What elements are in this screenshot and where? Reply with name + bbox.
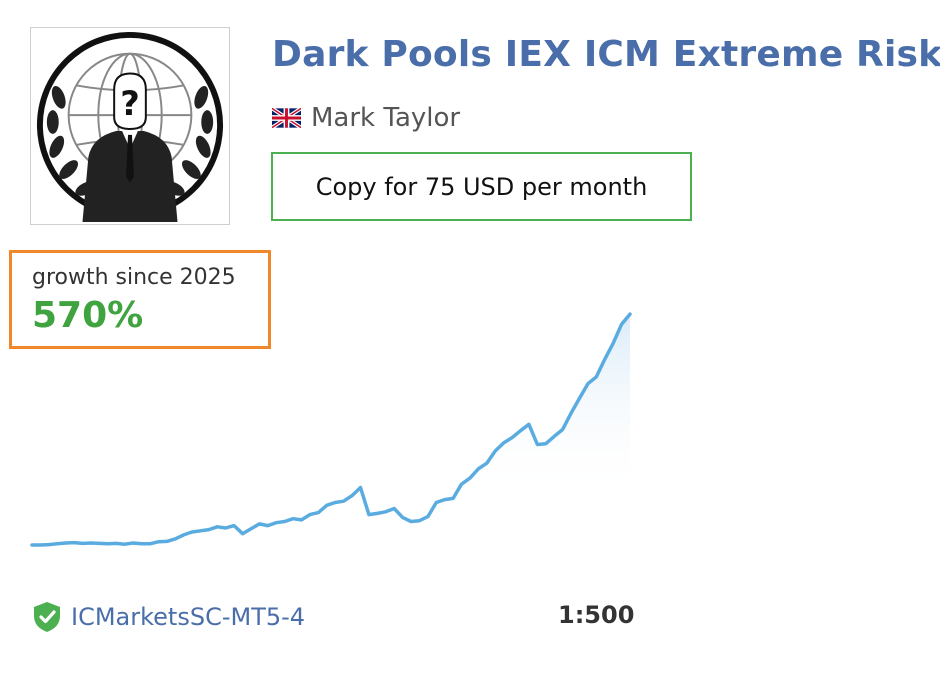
author-avatar[interactable]: ?	[30, 27, 230, 225]
anonymous-logo: ?	[36, 31, 224, 223]
svg-text:?: ?	[120, 84, 140, 123]
growth-value: 570%	[32, 295, 144, 336]
leverage-value: 1:500	[558, 601, 635, 629]
author-name[interactable]: Mark Taylor	[311, 103, 461, 133]
uk-flag-icon	[272, 108, 301, 128]
author-row[interactable]: Mark Taylor	[272, 101, 460, 135]
signal-title[interactable]: Dark Pools IEX ICM Extreme Risk	[272, 34, 940, 75]
copy-subscription-button[interactable]: Copy for 75 USD per month	[271, 152, 692, 221]
broker-row[interactable]: ICMarketsSC-MT5-4	[32, 600, 305, 634]
growth-summary: growth since 2025 570%	[9, 250, 271, 349]
verified-shield-icon	[34, 602, 60, 632]
chart-area-fill	[453, 314, 630, 499]
growth-label: growth since 2025	[32, 265, 236, 290]
broker-server-name[interactable]: ICMarketsSC-MT5-4	[71, 603, 306, 631]
